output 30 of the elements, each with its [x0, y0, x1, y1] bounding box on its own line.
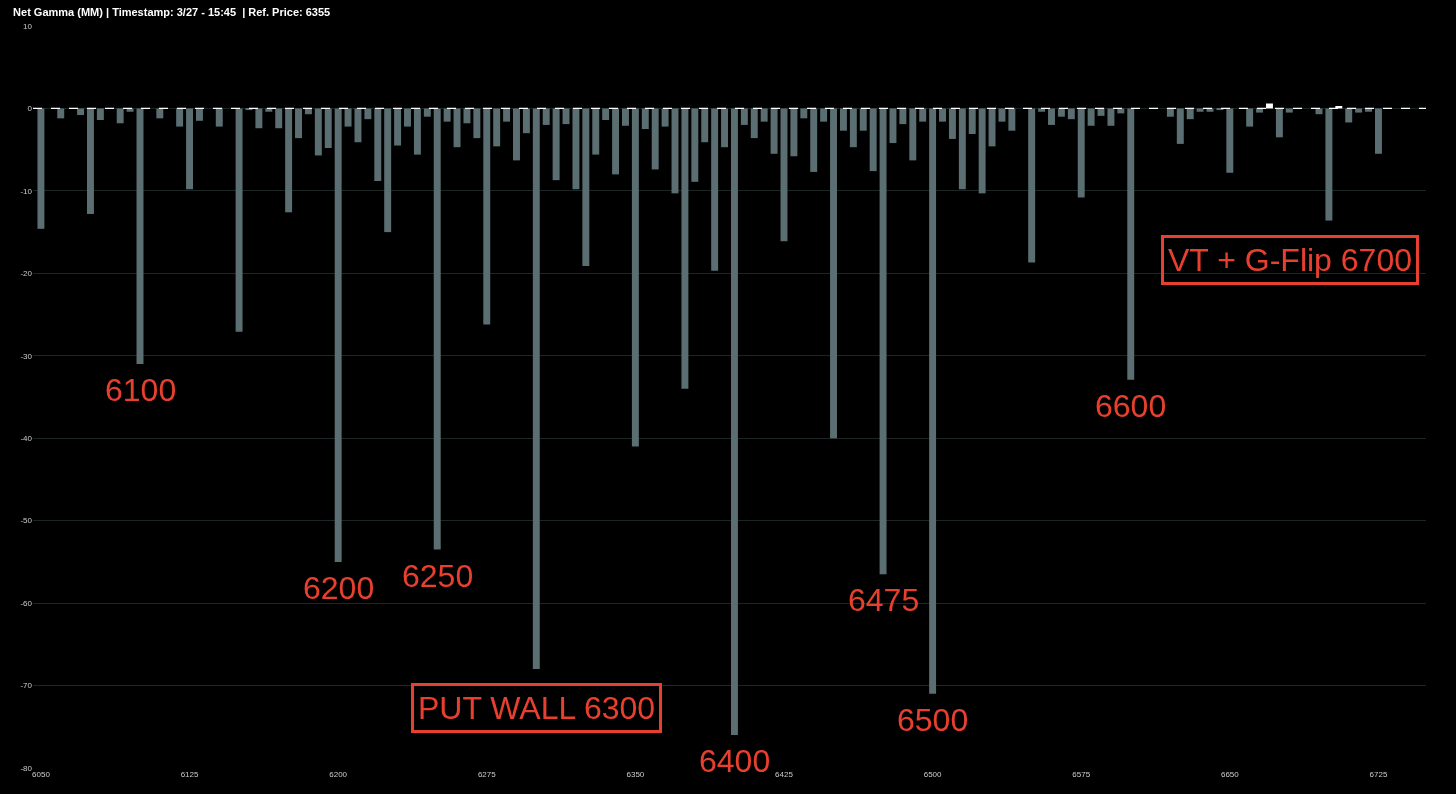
x-tick-label: 6275	[477, 770, 497, 779]
y-tick-label: -70	[20, 681, 33, 691]
x-tick-label: 6050	[32, 770, 51, 779]
y-tick-label: 0	[27, 104, 33, 114]
y-tick-label: 10	[23, 21, 33, 31]
x-tick-label: 6350	[626, 770, 645, 779]
x-tick-label: 6200	[329, 770, 348, 779]
annotation: 6100	[105, 372, 177, 408]
annotation: PUT WALL 6300	[418, 690, 656, 726]
x-tick-label: 6500	[923, 770, 943, 779]
annotation: 6400	[699, 743, 771, 779]
y-tick-label: -80	[20, 763, 33, 773]
chart-title: Net Gamma (MM) | Timestamp: 3/27 - 15:45 | Ref. Price: 6355	[13, 5, 331, 18]
annotation: 6250	[402, 558, 474, 594]
y-tick-label: -20	[20, 269, 33, 279]
annotation: 6500	[897, 702, 969, 738]
annotation: 6475	[848, 582, 920, 618]
y-tick-label: -40	[20, 434, 33, 444]
y-tick-label: -50	[20, 516, 33, 526]
x-tick-label: 6725	[1369, 770, 1388, 779]
x-tick-label: 6425	[775, 770, 794, 779]
annotation: 6600	[1095, 388, 1167, 424]
y-tick-label: -60	[20, 598, 33, 608]
x-tick-label: 6575	[1072, 770, 1091, 779]
y-tick-label: -30	[20, 351, 33, 361]
y-tick-label: -10	[20, 186, 33, 196]
x-tick-label: 6650	[1220, 770, 1240, 779]
annotation: 6200	[303, 570, 375, 606]
annotation: VT + G-Flip 6700	[1168, 242, 1412, 278]
x-tick-label: 6125	[180, 770, 199, 779]
